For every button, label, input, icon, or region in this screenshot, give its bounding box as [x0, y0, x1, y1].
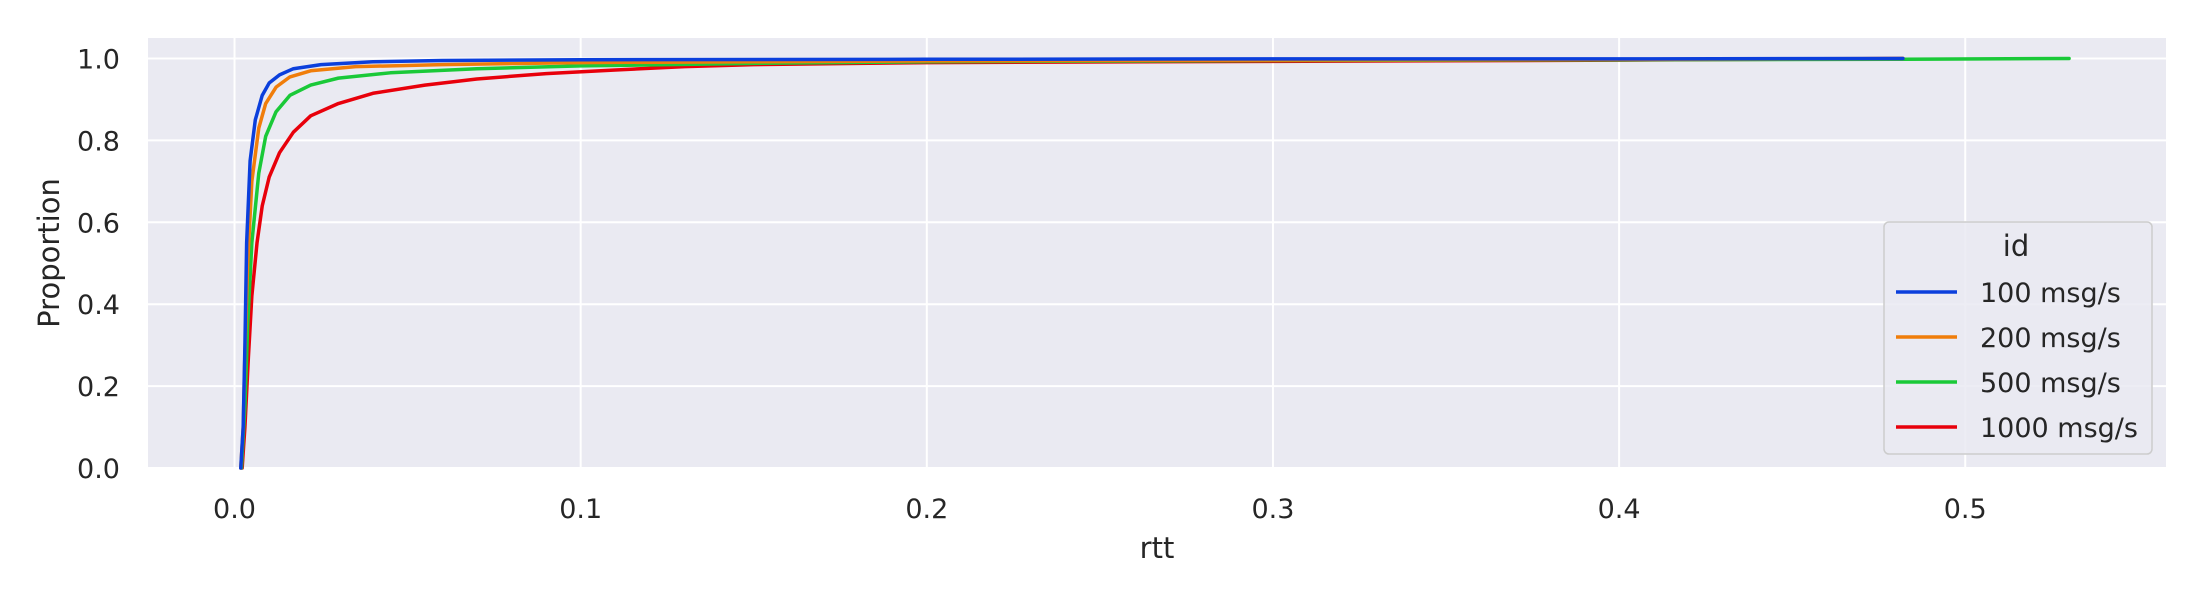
- legend-title: id: [2003, 229, 2029, 263]
- legend-items: 100 msg/s 200 msg/s 500 msg/s 1000 msg/s: [1896, 278, 2138, 444]
- x-tick-label: 0.4: [1598, 494, 1641, 525]
- x-tick-label: 0.2: [905, 494, 948, 525]
- series-line-100-msg-s: [239, 56, 1905, 470]
- y-tick-label: 0.8: [77, 126, 120, 157]
- y-tick-label: 0.6: [77, 208, 120, 239]
- legend: id 100 msg/s 200 msg/s 500 msg/s 1000 msg/s: [1883, 221, 2153, 455]
- x-tick-label: 0.3: [1251, 494, 1294, 525]
- x-axis-label: rtt: [1140, 531, 1175, 565]
- y-tick-label: 0.2: [77, 372, 120, 403]
- x-tick-label: 0.0: [213, 494, 256, 525]
- y-tick-label: 0.4: [77, 290, 120, 321]
- legend-frame: [1883, 221, 2153, 455]
- legend-label: 100 msg/s: [1980, 278, 2121, 309]
- plot-background: [148, 38, 2166, 468]
- y-axis-label: Proportion: [32, 178, 66, 328]
- legend-label: 1000 msg/s: [1980, 413, 2138, 444]
- x-tick-label: 0.1: [559, 494, 602, 525]
- series-lines: [239, 56, 2071, 470]
- x-tick-label: 0.5: [1944, 494, 1987, 525]
- y-tick-label: 1.0: [77, 44, 120, 75]
- tick-labels: 0.0 0.1 0.2 0.3 0.4 0.5 0.0 0.2 0.4 0.6 0.8 1.0: [77, 44, 1987, 525]
- legend-label: 500 msg/s: [1980, 368, 2121, 399]
- legend-label: 200 msg/s: [1980, 323, 2121, 354]
- y-tick-label: 0.0: [77, 454, 120, 485]
